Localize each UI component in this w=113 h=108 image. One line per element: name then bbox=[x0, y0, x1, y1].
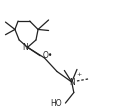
Text: O•: O• bbox=[42, 51, 53, 60]
Text: HO: HO bbox=[50, 99, 61, 108]
Text: +: + bbox=[76, 72, 81, 77]
Text: N: N bbox=[68, 78, 74, 87]
Text: N: N bbox=[22, 43, 28, 52]
